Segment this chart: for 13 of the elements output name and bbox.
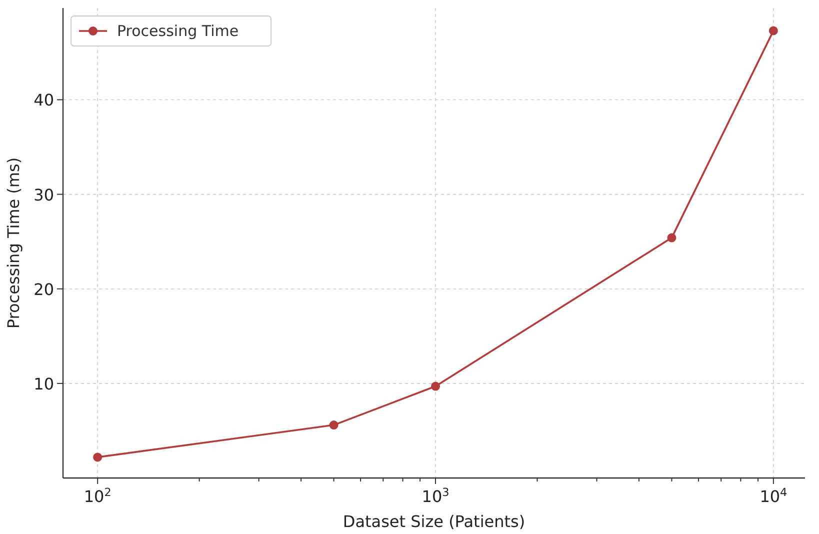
x-axis-title: Dataset Size (Patients) — [342, 512, 526, 531]
point — [93, 452, 102, 462]
y-axis-title: Processing Time (ms) — [4, 157, 23, 329]
x-tick-label: 10$^{3}$ — [422, 486, 450, 506]
legend-label: Processing Time — [117, 22, 239, 40]
y-tick-label: 40 — [34, 90, 54, 110]
y-tick-label: 30 — [34, 185, 54, 204]
point — [431, 382, 440, 391]
x-tick-label: 10$^{4}$ — [760, 486, 788, 506]
y-tick-label: 20 — [34, 280, 54, 299]
point — [768, 26, 778, 36]
x-tick-label: 10$^{2}$ — [84, 486, 112, 506]
y-tick-label: 10 — [34, 374, 54, 394]
